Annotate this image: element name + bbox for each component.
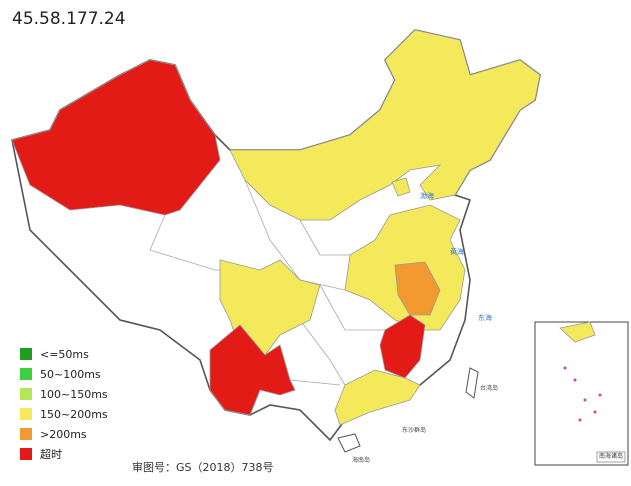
- island-label: 台湾岛: [480, 384, 498, 392]
- region: [559, 321, 596, 343]
- region: [334, 369, 421, 426]
- region: [229, 29, 541, 221]
- taiwan: [465, 367, 479, 399]
- legend-swatch: [20, 388, 32, 400]
- sea-label: 东海: [478, 313, 492, 322]
- region: [394, 261, 441, 316]
- legend-label: 100~150ms: [40, 388, 108, 401]
- legend-swatch: [20, 428, 32, 440]
- legend-label: 150~200ms: [40, 408, 108, 421]
- sea-label: 黄海: [450, 247, 464, 256]
- credit: 审图号：GS（2018）738号: [132, 460, 274, 474]
- region: [11, 59, 221, 216]
- legend-swatch: [20, 348, 32, 360]
- island-label: 东沙群岛: [402, 426, 426, 434]
- inset-box: [534, 321, 629, 466]
- legend-label: 超时: [40, 447, 62, 461]
- islands: [563, 366, 602, 422]
- legend-swatch: [20, 448, 32, 460]
- region: [209, 324, 296, 416]
- legend-swatch: [20, 408, 32, 420]
- inset-caption: 南海诸岛: [599, 452, 623, 460]
- sea-label: 渤海: [420, 191, 434, 200]
- legend-label: 50~100ms: [40, 368, 101, 381]
- legend-label: <=50ms: [40, 348, 89, 361]
- title: 45.58.177.24: [12, 9, 126, 29]
- legend: <=50ms 50~100ms 100~150ms 150~200ms >200ms 超时: [20, 348, 108, 461]
- hainan: [337, 433, 361, 453]
- legend-label: >200ms: [40, 428, 87, 441]
- legend-swatch: [20, 368, 32, 380]
- region: [391, 177, 411, 197]
- region: [379, 314, 426, 379]
- inset-caption-box: [596, 451, 626, 463]
- island-label: 海南岛: [352, 456, 370, 464]
